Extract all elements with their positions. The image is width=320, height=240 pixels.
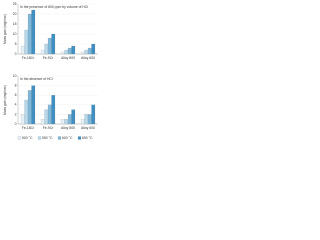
bar <box>51 33 56 55</box>
legend-swatch <box>17 136 22 140</box>
y-tick-label: 5 <box>15 42 17 46</box>
y-tick-label: 20 <box>13 12 17 16</box>
bar <box>84 114 89 125</box>
legend-label: 500 °C <box>22 136 33 140</box>
x-tick-label: Fe-9Cr <box>43 56 54 60</box>
bar <box>44 109 49 125</box>
annotation: In the absence of HCl <box>20 77 53 81</box>
page: {"chart_data": [ {"type": "bar", "y_labe… <box>0 0 100 148</box>
y-tick-label: 0 <box>15 122 17 126</box>
bar <box>80 119 85 125</box>
y-tick-label: 10 <box>13 32 17 36</box>
legend-swatch <box>57 136 62 140</box>
y-tick-label: 25 <box>13 2 17 6</box>
bar <box>27 13 32 55</box>
y-axis-label: Mass gain (mg/cm²) <box>3 85 7 115</box>
y-axis-label: Mass gain (mg/cm²) <box>3 14 7 44</box>
x-tick-label: Alloy 800 <box>61 126 75 130</box>
bar <box>64 49 69 55</box>
y-tick-label: 0 <box>15 52 17 56</box>
x-tick-label: Alloy 600 <box>81 126 95 130</box>
bar <box>80 51 85 55</box>
bar <box>87 114 92 125</box>
bar <box>60 119 65 125</box>
bar <box>91 104 96 125</box>
annotation: In the presence of 600 ppm by volume of … <box>20 5 88 9</box>
bar <box>31 9 36 55</box>
y-tick-label: 8 <box>15 83 17 87</box>
y-tick-label: 2 <box>15 112 17 116</box>
bar <box>67 47 72 55</box>
bar <box>24 99 29 125</box>
legend-label: 550 °C <box>42 136 53 140</box>
bar <box>87 47 92 55</box>
legend-label: 600 °C <box>62 136 73 140</box>
bar <box>20 114 25 125</box>
x-tick-label: Alloy 800 <box>61 56 75 60</box>
legend-swatch <box>77 136 82 140</box>
y-tick-label: 15 <box>13 22 17 26</box>
bar <box>71 109 76 125</box>
bar <box>67 114 72 125</box>
bar <box>64 119 69 125</box>
y-tick-label: 4 <box>15 103 17 107</box>
legend-label: 650 °C <box>82 136 93 140</box>
y-tick-label: 6 <box>15 93 17 97</box>
x-tick-label: Fe-9Cr <box>43 126 54 130</box>
bar <box>91 43 96 55</box>
bar <box>24 29 29 55</box>
bar <box>40 119 45 125</box>
x-tick-label: Fe-18Cr <box>22 126 35 130</box>
y-tick-label: 10 <box>13 74 17 78</box>
x-tick-label: Fe-18Cr <box>22 56 35 60</box>
bar <box>51 95 56 125</box>
bar <box>31 85 36 125</box>
bar <box>44 43 49 55</box>
bar <box>71 45 76 55</box>
bar <box>47 37 52 55</box>
bar <box>60 51 65 55</box>
bar <box>84 49 89 55</box>
bar <box>20 45 25 55</box>
bar <box>27 90 32 125</box>
bar <box>40 49 45 55</box>
x-tick-label: Alloy 600 <box>81 56 95 60</box>
legend-swatch <box>37 136 42 140</box>
bar <box>47 104 52 125</box>
